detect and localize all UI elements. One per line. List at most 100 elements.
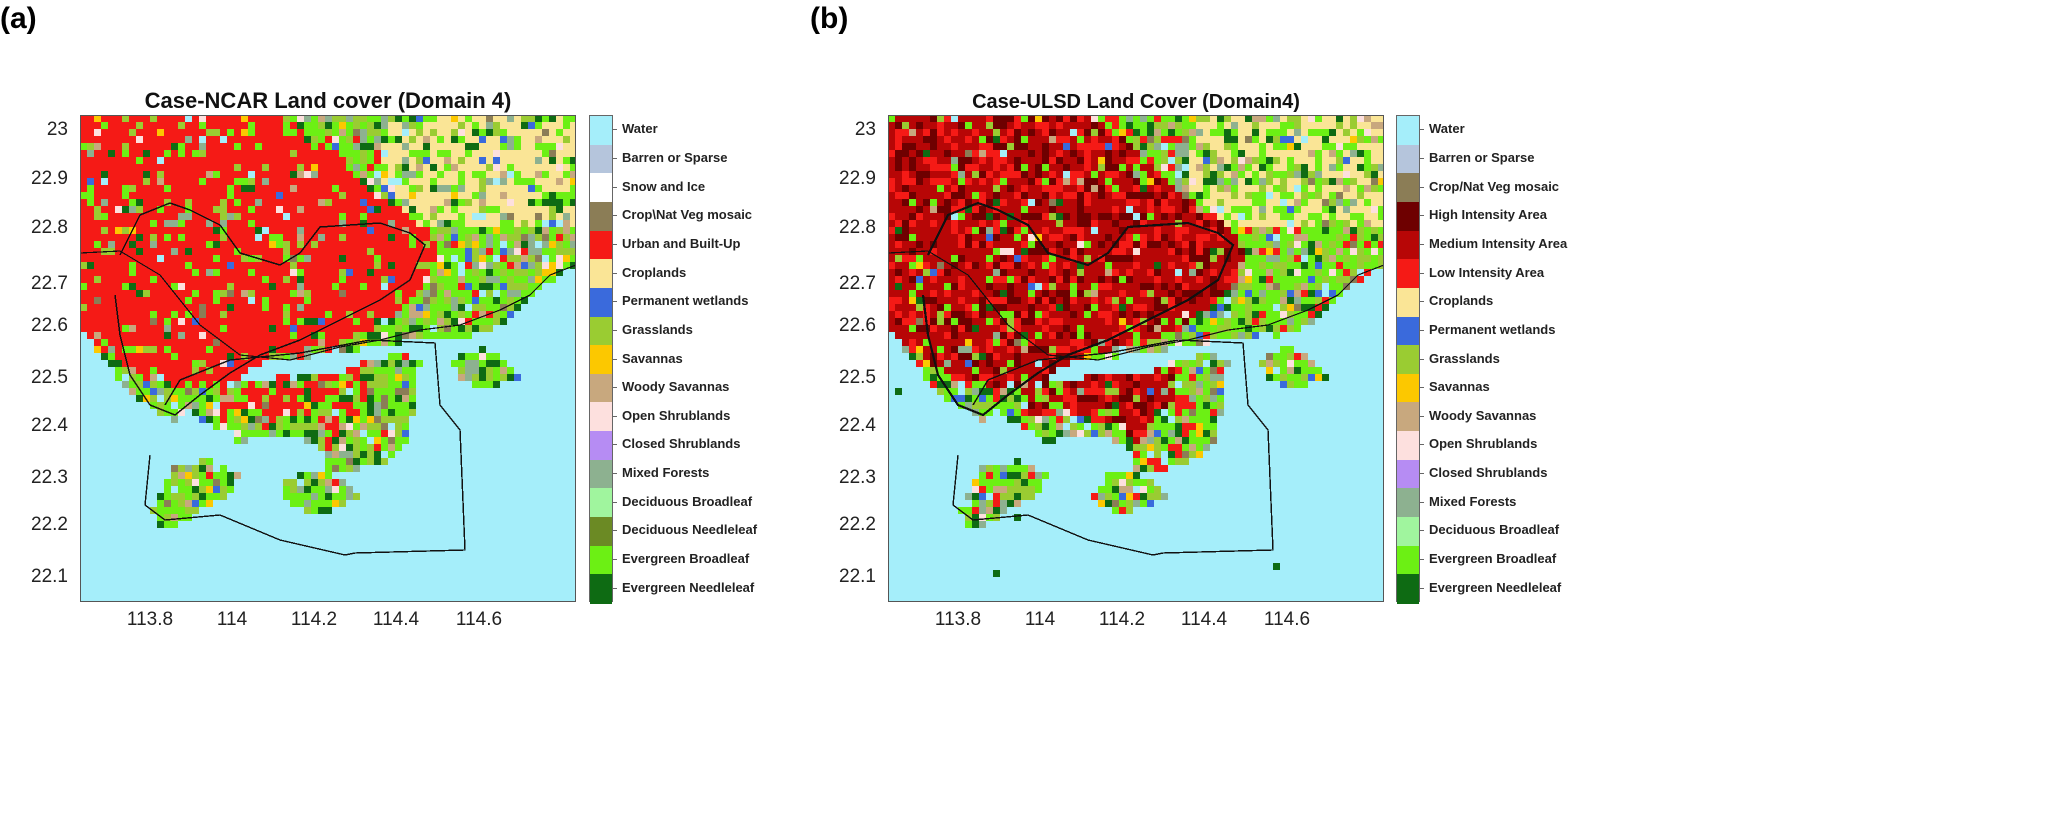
legend-tick (613, 215, 617, 217)
legend-label: Grasslands (1429, 350, 1500, 366)
land-cover-map-a (80, 115, 576, 602)
legend-swatch (1397, 201, 1419, 232)
legend-label: Open Shrublands (1429, 436, 1538, 452)
legend-swatch (590, 259, 612, 289)
legend-tick (1420, 186, 1424, 188)
y-tick-label: 22.6 (839, 315, 876, 336)
hk-sar-boundary (144, 339, 466, 556)
legend-tick (1420, 501, 1424, 503)
legend-tick (613, 358, 617, 360)
legend-swatch (1397, 459, 1419, 489)
legend-tick (1420, 358, 1424, 360)
y-tick-label: 22.5 (31, 367, 68, 388)
legend-swatch (1397, 373, 1419, 404)
legend-label: Deciduous Needleleaf (622, 522, 758, 538)
legend-colorbar-a (589, 115, 613, 604)
legend-label: Savannas (622, 350, 683, 366)
panel-a-tag: (a) (0, 2, 37, 35)
legend-label: Snow and Ice (622, 178, 706, 194)
y-tick-label: 22.8 (31, 217, 68, 238)
y-tick-label: 23 (46, 119, 68, 140)
legend-swatch (1397, 431, 1419, 461)
legend-tick (613, 559, 617, 561)
legend-swatch (590, 488, 612, 518)
shenzhen-boundary (921, 201, 1235, 417)
y-tick-label: 22.6 (31, 315, 68, 336)
x-tick-label: 114 (216, 609, 248, 630)
y-tick-label: 22.2 (31, 514, 68, 535)
y-tick-label: 22.3 (31, 467, 68, 488)
legend-swatch (590, 459, 612, 489)
y-tick-label: 22.9 (839, 168, 876, 189)
y-tick-label: 23 (854, 119, 876, 140)
shenzhen-boundary (114, 202, 426, 416)
x-tick-label: 114 (1024, 609, 1056, 630)
x-tick-label: 114.2 (290, 609, 338, 630)
map-b-title: Case-ULSD Land Cover (Domain4) (972, 91, 1300, 113)
legend-tick (613, 387, 617, 389)
y-tick-label: 22.5 (839, 367, 876, 388)
x-tick-label: 114.6 (455, 609, 503, 630)
legend-tick (613, 587, 617, 589)
x-tick-label: 113.8 (934, 609, 982, 630)
legend-swatch (1397, 173, 1419, 203)
legend-label: Woody Savannas (622, 379, 730, 395)
legend-label: High Intensity Area (1429, 207, 1547, 223)
legend-label: Open Shrublands (622, 407, 731, 423)
legend-label: Barren or Sparse (622, 149, 728, 165)
y-tick-label: 22.1 (839, 566, 876, 587)
legend-tick (613, 501, 617, 503)
legend-swatch (1397, 545, 1419, 575)
panel-b-tag: (b) (810, 2, 849, 35)
y-tick-label: 22.1 (31, 566, 68, 587)
legend-swatch (590, 316, 612, 346)
legend-swatch (590, 230, 612, 260)
legend-swatch (1397, 230, 1419, 260)
legend-swatch (1397, 574, 1419, 604)
legend-tick (613, 129, 617, 131)
legend-label: Permanent wetlands (622, 293, 749, 309)
legend-tick (613, 272, 617, 274)
legend-swatch (1397, 345, 1419, 375)
x-tick-label: 114.4 (372, 609, 420, 630)
legend-label: Permanent wetlands (1429, 321, 1556, 337)
coastline (888, 250, 1384, 361)
y-tick-label: 22.7 (31, 273, 68, 294)
legend-swatch (590, 144, 612, 174)
legend-swatch (1397, 402, 1419, 432)
y-tick-label: 22.9 (31, 168, 68, 189)
legend-label: Grasslands (622, 321, 693, 337)
legend-label: Woody Savannas (1429, 407, 1537, 423)
legend-swatch (590, 345, 612, 375)
legend-tick (1420, 215, 1424, 217)
legend-tick (613, 444, 617, 446)
legend-label: Closed Shrublands (622, 436, 741, 452)
x-tick-label: 114.6 (1263, 609, 1311, 630)
y-tick-label: 22.4 (31, 415, 68, 436)
legend-label: Evergreen Broadleaf (622, 551, 750, 567)
legend-swatch (590, 201, 612, 232)
legend-tick (1420, 444, 1424, 446)
legend-tick (613, 530, 617, 532)
y-tick-label: 22.2 (839, 514, 876, 535)
legend-tick (613, 473, 617, 475)
legend-tick (1420, 473, 1424, 475)
legend-swatch (1397, 116, 1419, 146)
legend-label: Deciduous Broadleaf (622, 493, 753, 509)
map-a-title: Case-NCAR Land cover (Domain 4) (144, 88, 512, 113)
legend-swatch (590, 517, 612, 547)
legend-label: Mixed Forests (1429, 493, 1517, 509)
legend-label: Closed Shrublands (1429, 465, 1548, 481)
legend-label: Crop/Nat Veg mosaic (1429, 178, 1560, 194)
legend-label: Croplands (622, 264, 687, 280)
legend-swatch (1397, 488, 1419, 518)
legend-tick (1420, 587, 1424, 589)
legend-tick (613, 157, 617, 159)
legend-swatch (590, 545, 612, 575)
legend-tick (1420, 329, 1424, 331)
legend-label: Crop\Nat Veg mosaic (622, 207, 753, 223)
legend-swatch (590, 173, 612, 203)
legend-label: Medium Intensity Area (1429, 235, 1568, 251)
legend-tick (613, 186, 617, 188)
legend-swatch (590, 116, 612, 146)
